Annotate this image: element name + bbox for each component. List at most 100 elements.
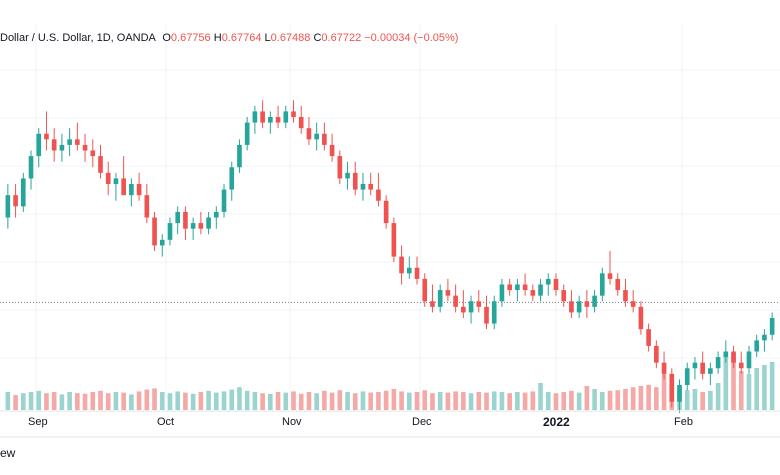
- bottom-bar-text[interactable]: ew: [0, 446, 16, 460]
- volume-bar: [183, 392, 188, 410]
- volume-bar: [584, 386, 590, 410]
- candle-body: [322, 133, 327, 145]
- volume-bar: [221, 391, 227, 410]
- candle-body: [283, 111, 289, 123]
- candle-body: [592, 295, 597, 307]
- volume-bar: [329, 392, 335, 410]
- volume-bar: [306, 392, 312, 410]
- volume-bar: [499, 392, 505, 410]
- volume-bar: [646, 384, 651, 410]
- volume-bar: [491, 391, 497, 410]
- volume-bar: [314, 393, 319, 410]
- volume-bar: [507, 393, 512, 410]
- x-axis-label-oct: Oct: [157, 416, 175, 428]
- symbol-title: Dollar / U.S. Dollar, 1D, OANDA: [0, 32, 156, 44]
- candle-body: [229, 167, 235, 190]
- candle-body: [669, 373, 675, 402]
- candle-body: [75, 139, 80, 145]
- volume-bar: [113, 392, 119, 410]
- volume-bar: [5, 392, 11, 410]
- volume-bar: [561, 392, 567, 410]
- candle-body: [20, 178, 26, 207]
- candle-body: [677, 385, 682, 402]
- volume-bar: [82, 393, 88, 410]
- candle-body: [376, 189, 381, 201]
- volume-bar: [244, 390, 250, 410]
- volume-bar: [445, 392, 451, 410]
- candle-body: [121, 178, 126, 196]
- candle-body: [599, 273, 605, 296]
- volume-bar: [260, 393, 265, 410]
- candle-body: [445, 290, 451, 296]
- volume-bar: [723, 356, 729, 410]
- candle-body: [491, 301, 497, 324]
- symbol-legend: Dollar / U.S. Dollar, 1D, OANDA O0.67756…: [0, 32, 458, 44]
- candle-body: [654, 345, 659, 363]
- candle-body: [692, 362, 698, 369]
- candle-body: [383, 200, 389, 224]
- candle-body: [499, 284, 505, 302]
- volume-bar: [51, 392, 57, 410]
- candle-body: [291, 111, 296, 117]
- volume-bar: [198, 392, 204, 410]
- candle-body: [44, 133, 49, 140]
- candle-body: [561, 290, 567, 302]
- volume-bar: [576, 392, 582, 410]
- volume-bar: [206, 390, 211, 410]
- volume-bar: [159, 392, 165, 410]
- close-label: C: [313, 32, 322, 44]
- candle-body: [430, 301, 435, 307]
- candle-body: [569, 301, 574, 313]
- candle-body: [530, 290, 536, 296]
- volume-bar: [36, 390, 42, 410]
- candle-body: [576, 301, 582, 313]
- volume-bar: [175, 391, 181, 410]
- volume-bar: [144, 389, 150, 410]
- candle-body: [646, 329, 651, 346]
- candle-body: [275, 117, 281, 123]
- candle-body: [453, 295, 458, 307]
- open-value: 0.67756: [170, 32, 211, 44]
- volume-bar: [391, 389, 397, 410]
- volume-bar: [337, 390, 343, 410]
- volume-bar: [738, 371, 744, 410]
- candle-body: [461, 306, 466, 313]
- candle-body: [136, 184, 142, 196]
- candle-body: [113, 178, 119, 184]
- volume-bar: [453, 391, 458, 410]
- volume-bar: [731, 353, 736, 410]
- volume-bar: [545, 392, 551, 410]
- volume-bar: [268, 393, 273, 410]
- volume-bar: [623, 389, 628, 410]
- candle-body: [476, 301, 482, 307]
- volume-bar: [275, 392, 281, 410]
- x-axis-label-nov: Nov: [282, 416, 302, 428]
- volume-bar: [291, 391, 296, 410]
- volume-bar: [569, 390, 574, 410]
- close-value: 0.67722: [321, 32, 362, 44]
- candle-body: [98, 156, 103, 173]
- change-value: −0.00034 (−0.05%): [364, 32, 459, 44]
- volume-bar: [345, 392, 350, 410]
- volume-bar: [67, 392, 72, 410]
- candle-body: [515, 284, 520, 291]
- volume-bar: [105, 393, 111, 410]
- candle-body: [159, 239, 165, 246]
- candle-body: [36, 133, 42, 157]
- volume-bar: [638, 386, 644, 410]
- volume-bar: [615, 390, 621, 410]
- candle-body: [584, 301, 590, 307]
- candle-body: [314, 133, 319, 140]
- candle-body: [738, 362, 744, 369]
- volume-bar: [59, 394, 65, 410]
- candle-body: [484, 306, 489, 324]
- candle-body: [252, 111, 258, 123]
- candle-body: [360, 184, 366, 190]
- volume-bar: [762, 365, 767, 410]
- candle-body: [237, 144, 242, 168]
- volume-bar: [599, 392, 605, 410]
- candle-body: [769, 318, 775, 335]
- candle-body: [5, 195, 11, 218]
